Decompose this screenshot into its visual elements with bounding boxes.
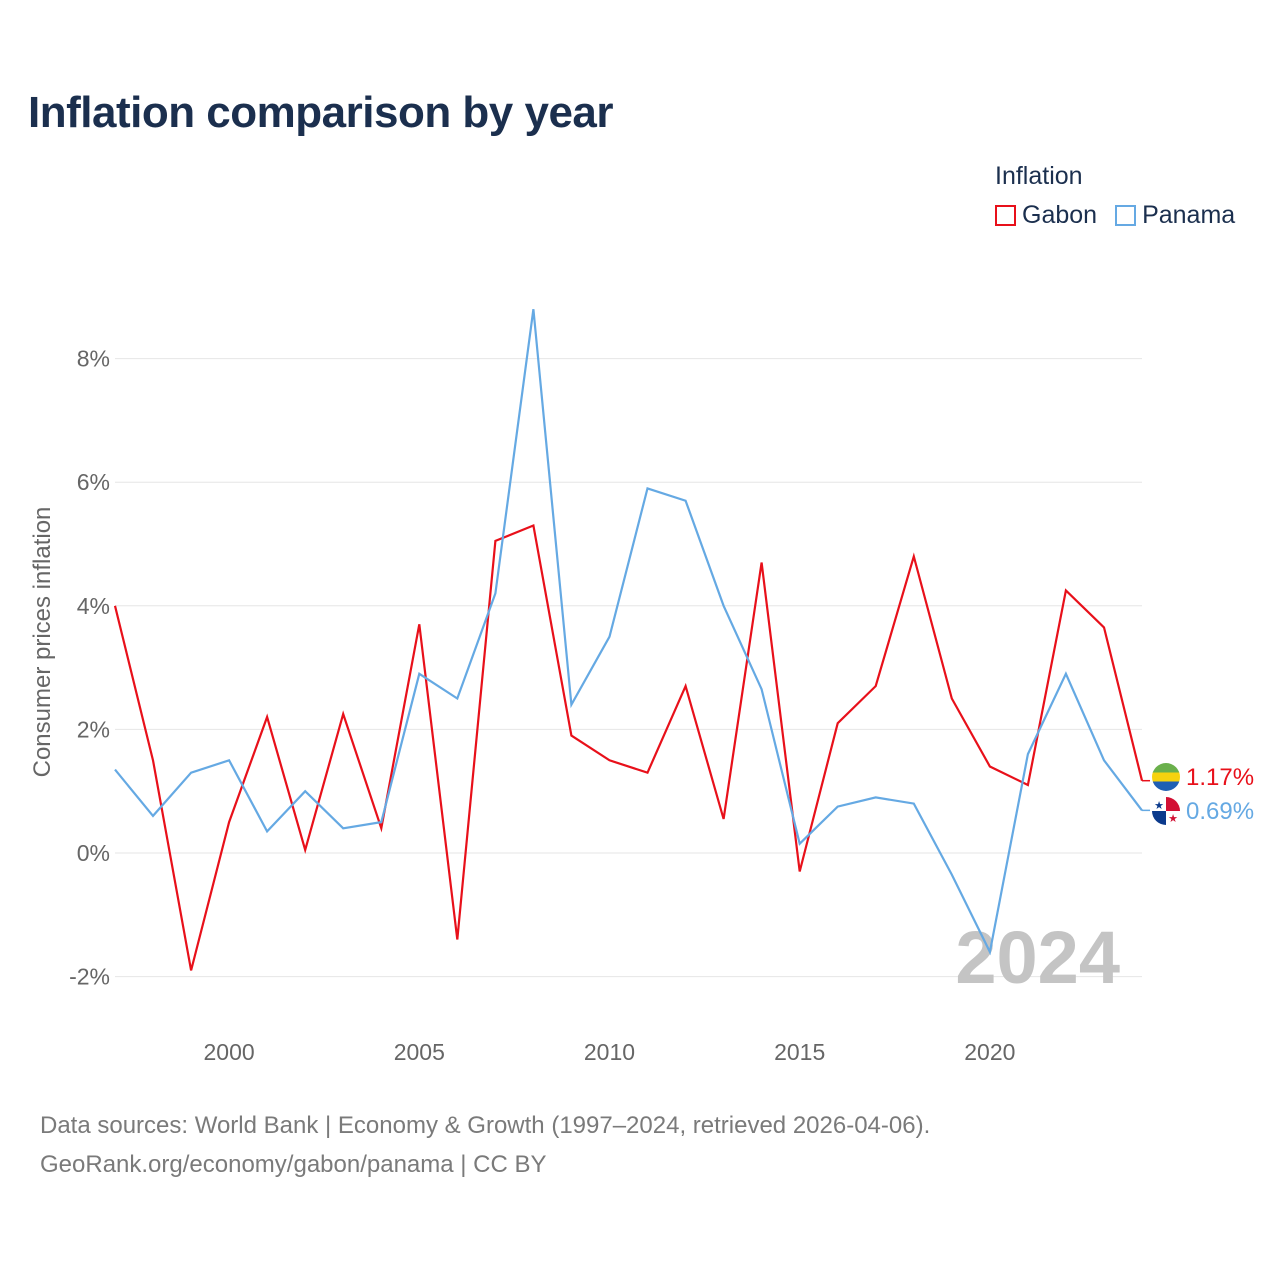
y-axis-label: Consumer prices inflation	[29, 507, 56, 778]
x-tick-label: 2000	[204, 1039, 255, 1065]
source-url: GeoRank.org/economy/gabon/panama | CC BY	[40, 1151, 547, 1178]
legend-item-gabon[interactable]: Gabon	[995, 201, 1097, 230]
legend-swatch-gabon	[995, 205, 1016, 226]
legend-label-panama: Panama	[1142, 201, 1236, 229]
y-tick-label: 2%	[77, 716, 110, 742]
legend-swatch-panama	[1115, 205, 1137, 226]
year-watermark: 2024	[955, 916, 1120, 999]
data-source-note: Data sources: World Bank | Economy & Gro…	[40, 1112, 931, 1139]
legend-item-panama[interactable]: Panama	[1115, 201, 1235, 230]
gabon-flag-green-stripe	[1152, 763, 1180, 773]
x-tick-label: 2015	[774, 1039, 825, 1065]
y-tick-label: 6%	[77, 469, 110, 495]
legend: Inflation Gabon Panama	[995, 162, 1235, 230]
y-tick-label: 8%	[77, 346, 110, 372]
legend-title: Inflation	[995, 162, 1083, 190]
series-line-panama	[114, 309, 1143, 956]
panama-flag-blue-star: ★	[1154, 800, 1164, 812]
y-tick-label: 4%	[77, 593, 110, 619]
footer: Data sources: World Bank | Economy & Gro…	[40, 1106, 930, 1184]
series-line-gabon	[113, 523, 1144, 971]
y-tick-label: 0%	[77, 840, 110, 866]
end-label-gabon: 1.17%	[1186, 764, 1254, 791]
x-tick-label: 2020	[964, 1039, 1015, 1065]
legend-label-gabon: Gabon	[1022, 201, 1098, 229]
gabon-flag-yellow-stripe	[1152, 772, 1180, 782]
panama-flag-red-quarter	[1166, 797, 1180, 811]
chart-title: Inflation comparison by year	[28, 88, 614, 137]
x-tick-label: 2005	[394, 1039, 445, 1065]
panama-flag-blue-quarter	[1152, 811, 1166, 825]
y-tick-label: -2%	[69, 964, 110, 990]
end-label-panama: 0.69%	[1186, 798, 1254, 825]
gabon-flag-blue-stripe	[1152, 781, 1180, 791]
panama-flag-red-star: ★	[1168, 813, 1178, 825]
x-tick-label: 2010	[584, 1039, 635, 1065]
